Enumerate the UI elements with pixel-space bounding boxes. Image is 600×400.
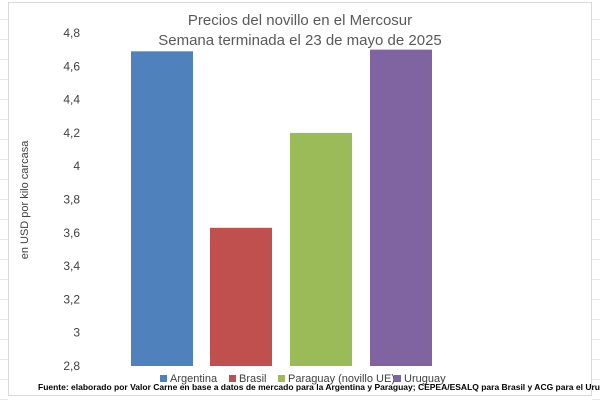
legend-swatch-argentina [160, 375, 167, 382]
y-tick-label: 3,2 [63, 292, 80, 306]
bar-argentina [131, 51, 193, 366]
legend-swatch-brasil [229, 375, 236, 382]
y-tick-label: 3,6 [63, 226, 80, 240]
y-tick-label: 4,4 [63, 93, 80, 107]
chart-area-border [8, 2, 592, 396]
bar-brasil [210, 227, 272, 366]
y-tick-label: 3,8 [63, 193, 80, 207]
y-tick-label: 4,6 [63, 59, 80, 73]
legend-label-uruguay: Uruguay [404, 373, 446, 385]
spreadsheet-grid-left [0, 0, 8, 400]
y-tick-label: 3 [73, 326, 80, 340]
y-tick-label: 4,2 [63, 126, 80, 140]
source-note: Fuente: elaborado por Valor Carne en bas… [38, 382, 600, 392]
y-tick-label: 2,8 [63, 359, 80, 373]
spreadsheet-grid-right [592, 0, 600, 400]
legend: Argentina Brasil Paraguay (novillo UE) Urug… [160, 373, 446, 385]
y-axis-label: en USD por kilo carcasa [19, 140, 31, 259]
bar-uruguay [370, 49, 432, 367]
legend-label-brasil: Brasil [239, 373, 267, 385]
y-tick-label: 3,4 [63, 259, 80, 273]
y-tick-label: 4,8 [63, 26, 80, 40]
legend-label-paraguay: Paraguay (novillo UE) [288, 373, 395, 385]
chart-title-line-1: Precios del novillo en el Mercosur [188, 12, 412, 29]
legend-swatch-paraguay [278, 375, 285, 382]
bars [131, 49, 432, 367]
y-axis-ticks: 2,8 3 3,2 3,4 3,6 3,8 4 4,2 4,4 4,6 4,8 [63, 26, 80, 373]
bar-paraguay [290, 132, 352, 366]
y-tick-label: 4 [73, 159, 80, 173]
legend-swatch-uruguay [394, 375, 401, 382]
chart-title-line-2: Semana terminada el 23 de mayo de 2025 [158, 32, 442, 49]
legend-label-argentina: Argentina [170, 373, 218, 385]
